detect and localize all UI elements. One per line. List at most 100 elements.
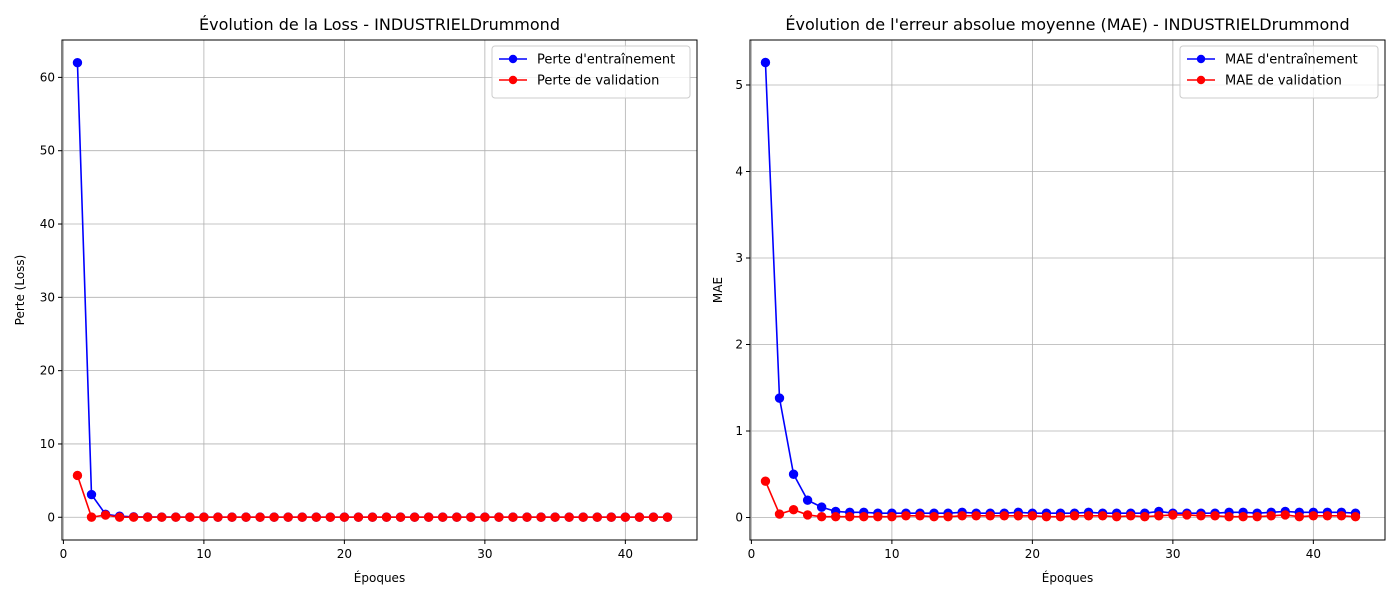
series-2-point (971, 511, 981, 521)
legend-marker-2 (508, 75, 518, 85)
series-1-point (86, 489, 97, 500)
series-2-point (606, 512, 617, 522)
y-tick-label: 1 (735, 424, 743, 438)
series-1-point (802, 495, 813, 505)
series-2-point (859, 511, 869, 522)
series-2-point (802, 510, 813, 520)
series-2-point (255, 512, 265, 522)
y-tick-label: 5 (735, 78, 743, 92)
legend-label-1: MAE d'entraînement (1225, 53, 1358, 68)
series-1-point (72, 58, 83, 68)
series-2-point (620, 512, 631, 522)
series-2-point (185, 512, 195, 522)
series-2-point (1140, 511, 1150, 522)
series-2-point (1097, 511, 1108, 521)
legend: MAE d'entraînement MAE de validation (1179, 45, 1379, 99)
series-2-point (1182, 510, 1192, 520)
series-2-point (1252, 511, 1262, 522)
legend: Perte d'entraînement Perte de validation (491, 45, 691, 99)
series-2-point (241, 512, 251, 522)
series-2-point (1308, 511, 1319, 521)
series-2-point (788, 505, 799, 515)
series-1-point (788, 469, 799, 479)
series-2-point (1336, 511, 1347, 521)
series-2-point (634, 512, 645, 522)
series-2-point (142, 512, 153, 522)
series-2-point (339, 512, 350, 522)
series-2-point (297, 512, 307, 522)
chart-panel-2: 0 10 20 30 40 0 1 2 3 4 5 Évolution de l'erreur abs… (711, 15, 1386, 585)
series-2-point (1196, 511, 1206, 521)
series-2-point (494, 512, 504, 522)
y-tick-label: 4 (735, 164, 743, 178)
series-2-point (873, 511, 883, 522)
series-1-point (774, 393, 785, 403)
series-2-point (1126, 511, 1136, 521)
series-2-point (199, 512, 209, 522)
series-2-point (1322, 511, 1333, 521)
y-tick-label: 60 (40, 70, 55, 84)
series-2-point (157, 512, 167, 522)
y-tick-label: 40 (40, 217, 55, 231)
series-2-point (381, 512, 392, 522)
x-tick-label: 10 (884, 547, 899, 561)
series-2-point (100, 510, 111, 520)
series-2-point (171, 512, 181, 522)
legend-label-2: Perte de validation (537, 74, 659, 89)
y-tick-label: 3 (735, 251, 743, 265)
x-tick-label: 0 (748, 547, 756, 561)
y-tick-label: 30 (40, 290, 55, 304)
series-2-point (845, 511, 855, 522)
chart-title: Évolution de la Loss - INDUSTRIELDrummon… (199, 15, 560, 34)
series-2-point (929, 511, 939, 522)
series-2-point (957, 511, 967, 521)
y-tick-label: 10 (40, 437, 55, 451)
legend-label-2: MAE de validation (1225, 74, 1342, 89)
y-tick-label: 20 (40, 364, 55, 378)
series-line-1 (76, 62, 668, 518)
series-2-point (269, 512, 279, 522)
chart-title: Évolution de l'erreur absolue moyenne (M… (785, 15, 1349, 34)
series-2-point (1111, 511, 1122, 522)
y-tick-label: 0 (47, 510, 55, 524)
series-2-point (353, 512, 364, 522)
series-2-point (1350, 511, 1361, 522)
x-tick-label: 20 (337, 547, 352, 561)
series-2-point (114, 512, 125, 522)
series-2-point (985, 511, 995, 521)
series-2-point (915, 511, 925, 521)
chart-panel-1: 0 10 20 30 40 0 10 20 30 40 50 60 Évolution de la Lo… (13, 15, 698, 585)
x-tick-label: 20 (1025, 547, 1040, 561)
series-2-point (438, 512, 448, 522)
series-2-point (774, 509, 785, 519)
x-tick-label: 40 (618, 547, 633, 561)
series-2-point (1027, 511, 1038, 521)
series-2-point (466, 512, 476, 522)
legend-marker-1 (508, 54, 518, 64)
series-2-point (423, 512, 434, 522)
series-2-point (1069, 511, 1080, 521)
series-2-point (213, 512, 223, 522)
y-tick-label: 0 (735, 511, 743, 525)
series-2-point (1280, 510, 1290, 520)
plot-area-frame (61, 39, 698, 541)
legend-frame (491, 45, 691, 99)
series-1-point (816, 502, 827, 512)
series-2-point (648, 512, 659, 522)
series-2-point (1154, 511, 1164, 521)
series-2-point (1055, 511, 1066, 522)
series-2-point (943, 511, 953, 522)
series-line-1 (764, 62, 1356, 514)
x-tick-label: 30 (1165, 547, 1180, 561)
series-2-point (536, 512, 546, 522)
series-2-point (452, 512, 462, 522)
series-2-point (1168, 510, 1178, 520)
series-2-point (283, 512, 293, 522)
y-tick-label: 50 (40, 144, 55, 158)
series-2-point (662, 512, 673, 522)
series-2-point (887, 511, 897, 522)
series-2-point (901, 511, 911, 521)
series-line-2 (76, 475, 668, 519)
series-2-point (311, 512, 321, 522)
